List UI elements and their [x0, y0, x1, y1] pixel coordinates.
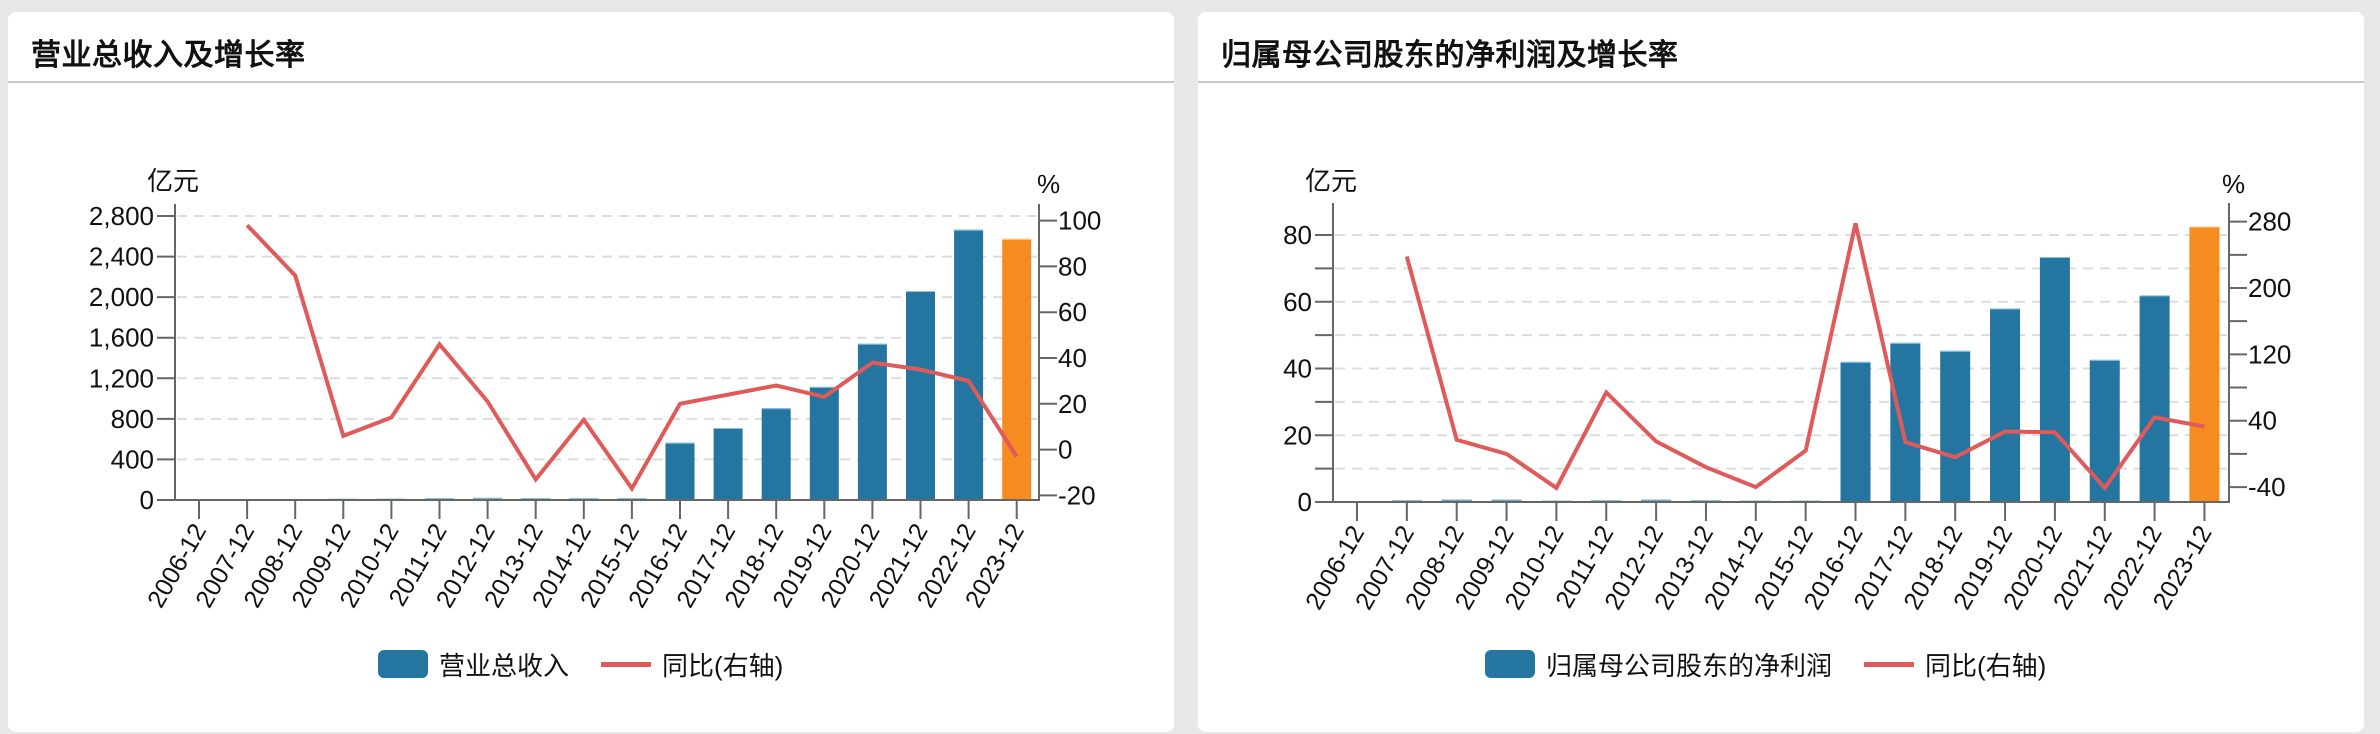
revenue-chart-panel: 营业总收入及增长率 0 400 800 1,200 1,600 2,000 2,400 2,8… [8, 12, 1174, 732]
y2-tick-label: 0 [1058, 435, 1072, 465]
panel-header: 营业总收入及增长率 [8, 12, 1174, 83]
bar[interactable] [1441, 499, 1472, 502]
y2-tick-label: 80 [1058, 251, 1087, 281]
bar[interactable] [2189, 226, 2220, 502]
bar[interactable] [2139, 295, 2170, 502]
legend-bar-label[interactable]: 营业总收入 [439, 650, 570, 681]
y-tick-label: 80 [1283, 220, 1312, 250]
bar[interactable] [1391, 499, 1422, 502]
y-tick-label: 40 [1283, 354, 1312, 384]
bar[interactable] [761, 408, 791, 500]
y2-tick-label: 60 [1058, 297, 1087, 327]
bar[interactable] [1890, 342, 1921, 502]
bar[interactable] [2089, 359, 2120, 502]
legend-line-swatch-icon[interactable] [601, 661, 652, 667]
panel-title: 归属母公司股东的净利润及增长率 [1221, 39, 1679, 72]
growth-line[interactable] [245, 223, 1019, 493]
legend-bar-swatch-icon[interactable] [378, 650, 428, 678]
y-tick-label: 60 [1283, 287, 1312, 317]
bar[interactable] [1690, 499, 1721, 502]
left-axis-unit: 亿元 [147, 166, 199, 196]
y2-tick-label: 40 [2248, 406, 2277, 436]
y-tick-label: 0 [1298, 487, 1312, 517]
y-tick-label: 20 [1283, 420, 1312, 450]
y2-tick-label: -40 [2248, 472, 2286, 502]
bar[interactable] [1591, 499, 1622, 502]
bar[interactable] [1990, 308, 2021, 502]
bar[interactable] [1840, 361, 1871, 502]
chart-legend: 归属母公司股东的净利润 同比(右轴) [1485, 650, 2078, 681]
left-axis-unit: 亿元 [1305, 166, 1357, 196]
y2-tick-label: 120 [2248, 339, 2291, 369]
y-tick-label: 1,200 [89, 363, 154, 393]
y-tick-label: 2,400 [89, 242, 154, 272]
right-axis-unit: % [1037, 169, 1060, 199]
bar[interactable] [1002, 238, 1032, 501]
bar[interactable] [809, 386, 839, 500]
y-tick-label: 2,800 [89, 201, 154, 231]
growth-line[interactable] [1404, 222, 2205, 492]
legend-line-swatch-icon[interactable] [1864, 661, 1915, 667]
bar[interactable] [1491, 499, 1522, 502]
bar[interactable] [1641, 499, 1672, 502]
bar[interactable] [2039, 257, 2070, 502]
chart-legend: 营业总收入 同比(右轴) [378, 650, 815, 681]
y-tick-label: 400 [111, 444, 154, 474]
panel-header: 归属母公司股东的净利润及增长率 [1198, 12, 2364, 83]
right-axis-unit: % [2222, 169, 2245, 199]
legend-line-label[interactable]: 同比(右轴) [1925, 650, 2047, 681]
bar[interactable] [954, 229, 984, 500]
y-tick-label: 800 [111, 404, 154, 434]
y-tick-label: 1,600 [89, 323, 154, 353]
bar[interactable] [906, 291, 935, 500]
y2-tick-label: 100 [1058, 206, 1101, 236]
y-tick-label: 2,000 [89, 282, 154, 312]
y-tick-label: 0 [140, 485, 154, 515]
y2-tick-label: 40 [1058, 343, 1087, 373]
bar[interactable] [1940, 350, 1971, 502]
bar-series [1342, 226, 2220, 502]
bar[interactable] [713, 427, 743, 500]
y2-tick-label: -20 [1058, 480, 1096, 510]
bar-series [184, 229, 1032, 501]
legend-bar-label[interactable]: 归属母公司股东的净利润 [1546, 650, 1833, 681]
legend-bar-swatch-icon[interactable] [1485, 650, 1535, 678]
legend-line-label[interactable]: 同比(右轴) [662, 650, 784, 681]
net-profit-chart-panel: 归属母公司股东的净利润及增长率 0 20 40 60 80 亿元 -40 40 120 200 28… [1198, 12, 2364, 732]
revenue-growth-chart: 0 400 800 1,200 1,600 2,000 2,400 2,800 亿元 -20 0 20… [89, 166, 1101, 612]
y2-tick-label: 280 [2248, 207, 2291, 237]
bar[interactable] [473, 497, 503, 500]
bar[interactable] [569, 497, 599, 500]
y2-tick-label: 200 [2248, 273, 2291, 303]
panel-title: 营业总收入及增长率 [31, 39, 306, 72]
bar[interactable] [665, 442, 695, 500]
bar[interactable] [857, 343, 887, 500]
y2-tick-label: 20 [1058, 389, 1087, 419]
net-profit-growth-chart: 020406080亿元-4040120200280%2006-122007-12… [1283, 166, 2291, 614]
